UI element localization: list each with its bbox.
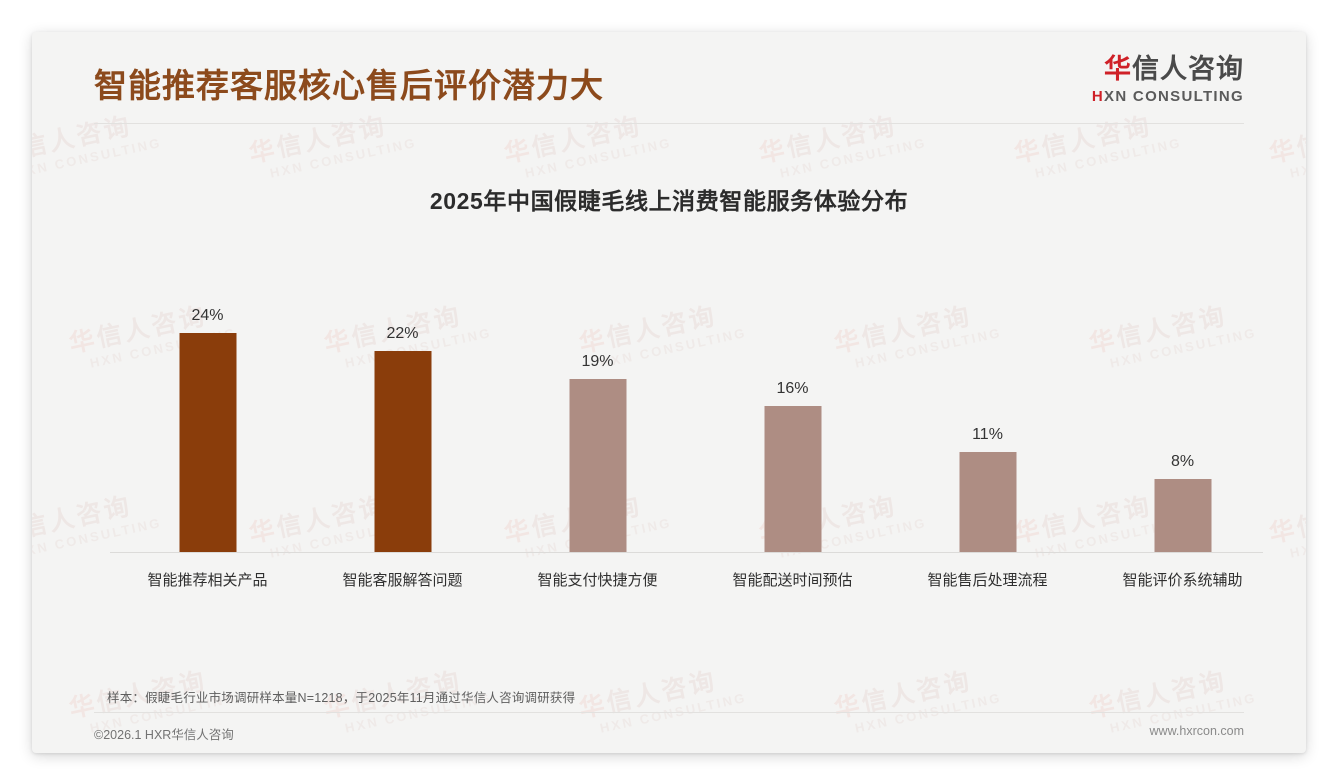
bar-value-label: 24%	[191, 307, 224, 324]
logo-english: HXN CONSULTING	[1092, 88, 1244, 105]
logo-chinese-rest: 信人咨询	[1132, 54, 1244, 84]
bar-column: 24%	[110, 271, 305, 552]
bar-value-label: 11%	[972, 426, 1003, 443]
watermark-english: HXN CONSULTING	[778, 135, 929, 181]
bar[interactable]	[1154, 479, 1211, 552]
bar[interactable]	[179, 333, 236, 552]
bar-column: 19%	[500, 271, 695, 552]
chart-footnote: 样本：假睫毛行业市场调研样本量N=1218，于2025年11月通过华信人咨询调研…	[107, 691, 576, 705]
logo-chinese-red: 华	[1104, 54, 1132, 84]
watermark-english: HXN CONSULTING	[1033, 135, 1184, 181]
bar[interactable]	[569, 379, 626, 552]
category-label: 智能配送时间预估	[732, 572, 853, 589]
brand-logo: 华信人咨询 HXN CONSULTING	[1092, 54, 1244, 105]
website-text: www.hxrcon.com	[1149, 724, 1244, 738]
category-label: 智能评价系统辅助	[1122, 572, 1243, 589]
watermark-english: HXN CONSULTING	[523, 135, 674, 181]
bar-value-label: 8%	[1170, 453, 1195, 470]
bar-column: 8%	[1085, 271, 1280, 552]
bar[interactable]	[374, 351, 431, 552]
bar-value-label: 19%	[581, 353, 614, 370]
logo-english-red: H	[1091, 88, 1105, 106]
bar[interactable]	[764, 406, 821, 552]
slide-header: 智能推荐客服核心售后评价潜力大 华信人咨询 HXN CONSULTING	[32, 32, 1306, 124]
category-label: 智能售后处理流程	[927, 572, 1048, 589]
header-divider	[94, 123, 1244, 124]
category-label: 智能支付快捷方便	[537, 572, 658, 589]
bar-column: 16%	[695, 271, 890, 552]
bar-chart: 24% 22% 19% 16% 11% 8% 智能推荐相关产品 智能客服解答问题 智能支付快捷…	[77, 271, 1263, 652]
slide-footer: ©2026.1 HXR华信人咨询 www.hxrcon.com	[32, 713, 1306, 753]
watermark-english: HXN CONSULTING	[1288, 515, 1306, 561]
bar-column: 11%	[890, 271, 1085, 552]
page-title: 智能推荐客服核心售后评价潜力大	[94, 67, 604, 104]
watermark-english: HXN CONSULTING	[268, 135, 419, 181]
logo-chinese: 华信人咨询	[1092, 54, 1244, 85]
chart-axis-line	[110, 552, 1263, 553]
bar[interactable]	[959, 452, 1016, 552]
category-label: 智能推荐相关产品	[147, 572, 268, 589]
watermark-english: HXN CONSULTING	[1288, 135, 1306, 181]
bar-value-label: 22%	[386, 325, 419, 342]
watermark-english: HXN CONSULTING	[32, 135, 164, 181]
logo-english-rest: XN CONSULTING	[1104, 88, 1244, 106]
bar-column: 22%	[305, 271, 500, 552]
bar-value-label: 16%	[776, 380, 809, 397]
chart-title: 2025年中国假睫毛线上消费智能服务体验分布	[429, 188, 909, 214]
category-label: 智能客服解答问题	[342, 572, 463, 589]
footer-divider	[94, 712, 1244, 713]
chart-plot-area: 24% 22% 19% 16% 11% 8%	[77, 271, 1263, 553]
copyright-text: ©2026.1 HXR华信人咨询	[94, 728, 234, 742]
